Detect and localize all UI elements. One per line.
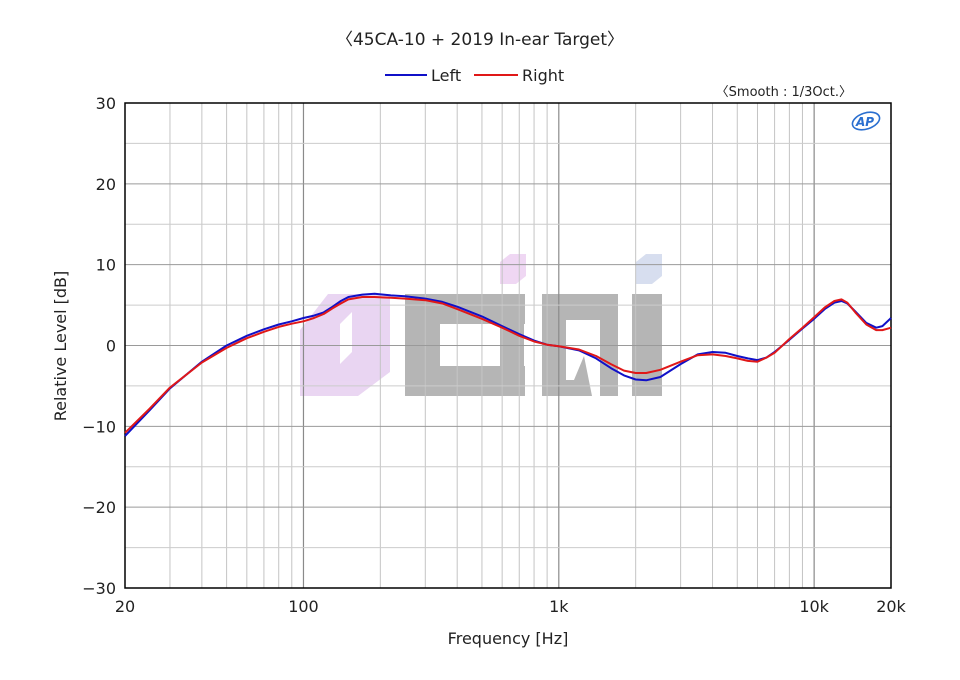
y-tick-label: 0 [106, 337, 116, 356]
series-layer [124, 292, 892, 437]
ap-logo: AP [851, 111, 881, 131]
ap-logo-text: AP [855, 115, 874, 129]
plot-area-frame [124, 102, 892, 589]
x-axis-label: Frequency [Hz] [448, 629, 569, 648]
ap-logo-ring [851, 111, 881, 131]
y-axis-ticks: 30 20 10 0 −10 −20 −30 [82, 94, 116, 598]
legend-label-right: Right [522, 66, 564, 85]
y-tick-label: −30 [82, 579, 116, 598]
x-tick-label: 1k [549, 597, 569, 616]
watermark-i1-dot [500, 254, 526, 284]
smoothing-note: 〈Smooth : 1/3Oct.〉 [716, 85, 852, 100]
y-tick-label: 20 [96, 175, 116, 194]
y-tick-label: −10 [82, 417, 116, 436]
chart-title: 〈45CA-10 + 2019 In-ear Target〉 [336, 30, 624, 50]
watermark-i2-dot [636, 254, 662, 284]
legend-label-left: Left [431, 66, 461, 85]
x-tick-label: 20 [115, 597, 135, 616]
y-tick-label: 10 [96, 256, 116, 275]
chart-legend: Left Right [385, 66, 564, 85]
x-axis-ticks: 20 100 1k 10k 20k [115, 597, 907, 616]
y-tick-label: −20 [82, 498, 116, 517]
y-tick-label: 30 [96, 94, 116, 113]
x-tick-label: 10k [799, 597, 829, 616]
x-tick-label: 100 [288, 597, 319, 616]
x-tick-label: 20k [876, 597, 906, 616]
chart-grid [125, 103, 891, 588]
series-line-right [124, 296, 892, 434]
y-axis-label: Relative Level [dB] [51, 271, 70, 422]
watermark-logo [300, 254, 662, 396]
